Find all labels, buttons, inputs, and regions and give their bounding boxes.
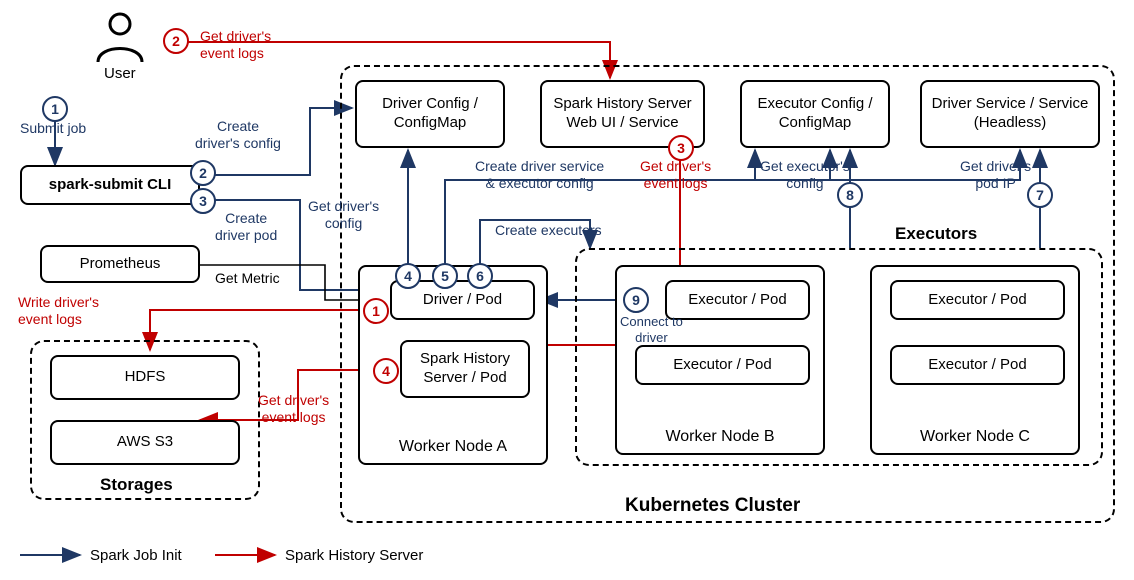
step-red-4: 4: [373, 358, 399, 384]
s3-label: AWS S3: [117, 433, 173, 452]
worker-c-exec2-label: Executor / Pod: [928, 356, 1026, 375]
step-navy-8: 8: [837, 182, 863, 208]
user-label: User: [104, 65, 136, 83]
lbl-get-exec-config: Get executor's config: [760, 158, 850, 192]
worker-a-title: Worker Node A: [399, 437, 507, 457]
storages-title: Storages: [100, 475, 173, 495]
hdfs-box: HDFS: [50, 355, 240, 400]
lbl-get-driver-pod-ip: Get driver's pod IP: [960, 158, 1031, 192]
lbl-create-executors: Create executors: [495, 222, 602, 239]
worker-b-title: Worker Node B: [665, 427, 774, 447]
legend-history: Spark History Server: [285, 547, 423, 565]
k8s-title: Kubernetes Cluster: [625, 495, 800, 517]
s3-box: AWS S3: [50, 420, 240, 465]
prometheus-label: Prometheus: [80, 255, 161, 274]
lbl-get-event-logs-mid: Get driver's event logs: [640, 158, 711, 192]
step-red-2: 2: [163, 28, 189, 54]
worker-b-exec1-box: Executor / Pod: [665, 280, 810, 320]
lbl-get-driver-config: Get driver's config: [308, 198, 379, 232]
step-red-1: 1: [363, 298, 389, 324]
lbl-get-event-logs-bottom: Get driver's event logs: [258, 392, 329, 426]
lbl-get-event-logs-top: Get driver's event logs: [200, 28, 271, 62]
cli-label: spark-submit CLI: [49, 176, 172, 195]
executor-configmap-box: Executor Config / ConfigMap: [740, 80, 890, 148]
driver-configmap-label: Driver Config / ConfigMap: [365, 95, 495, 133]
lbl-submit-job: Submit job: [20, 120, 86, 137]
driver-service-label: Driver Service / Service (Headless): [930, 95, 1090, 133]
prometheus-box: Prometheus: [40, 245, 200, 283]
executors-title: Executors: [895, 224, 977, 244]
worker-c-exec2-box: Executor / Pod: [890, 345, 1065, 385]
executor-configmap-label: Executor Config / ConfigMap: [750, 95, 880, 133]
lbl-connect-driver: Connect to driver: [620, 314, 683, 345]
worker-b-exec2-label: Executor / Pod: [673, 356, 771, 375]
step-navy-9: 9: [623, 287, 649, 313]
worker-b-exec1-label: Executor / Pod: [688, 291, 786, 310]
step-navy-1: 1: [42, 96, 68, 122]
worker-c-exec1-label: Executor / Pod: [928, 291, 1026, 310]
history-server-pod-label: Spark History Server / Pod: [410, 350, 520, 388]
driver-configmap-box: Driver Config / ConfigMap: [355, 80, 505, 148]
worker-c-exec1-box: Executor / Pod: [890, 280, 1065, 320]
lbl-write-event-logs: Write driver's event logs: [18, 294, 99, 328]
driver-service-box: Driver Service / Service (Headless): [920, 80, 1100, 148]
step-navy-5: 5: [432, 263, 458, 289]
legend-init: Spark Job Init: [90, 547, 182, 565]
history-server-pod-box: Spark History Server / Pod: [400, 340, 530, 398]
worker-b-exec2-box: Executor / Pod: [635, 345, 810, 385]
step-red-3: 3: [668, 135, 694, 161]
lbl-create-driver-pod: Create driver pod: [215, 210, 277, 244]
spark-submit-cli-box: spark-submit CLI: [20, 165, 200, 205]
lbl-create-driver-config: Create driver's config: [195, 118, 281, 152]
history-webui-label: Spark History Server Web UI / Service: [550, 95, 695, 133]
user-icon: [90, 10, 150, 70]
step-navy-6: 6: [467, 263, 493, 289]
lbl-get-metric: Get Metric: [215, 270, 280, 287]
lbl-create-svc-exec: Create driver service & executor config: [475, 158, 604, 192]
hdfs-label: HDFS: [125, 368, 166, 387]
step-navy-3: 3: [190, 188, 216, 214]
step-navy-2: 2: [190, 160, 216, 186]
step-navy-7: 7: [1027, 182, 1053, 208]
step-navy-4: 4: [395, 263, 421, 289]
worker-c-title: Worker Node C: [920, 427, 1030, 447]
driver-pod-label: Driver / Pod: [423, 291, 502, 310]
